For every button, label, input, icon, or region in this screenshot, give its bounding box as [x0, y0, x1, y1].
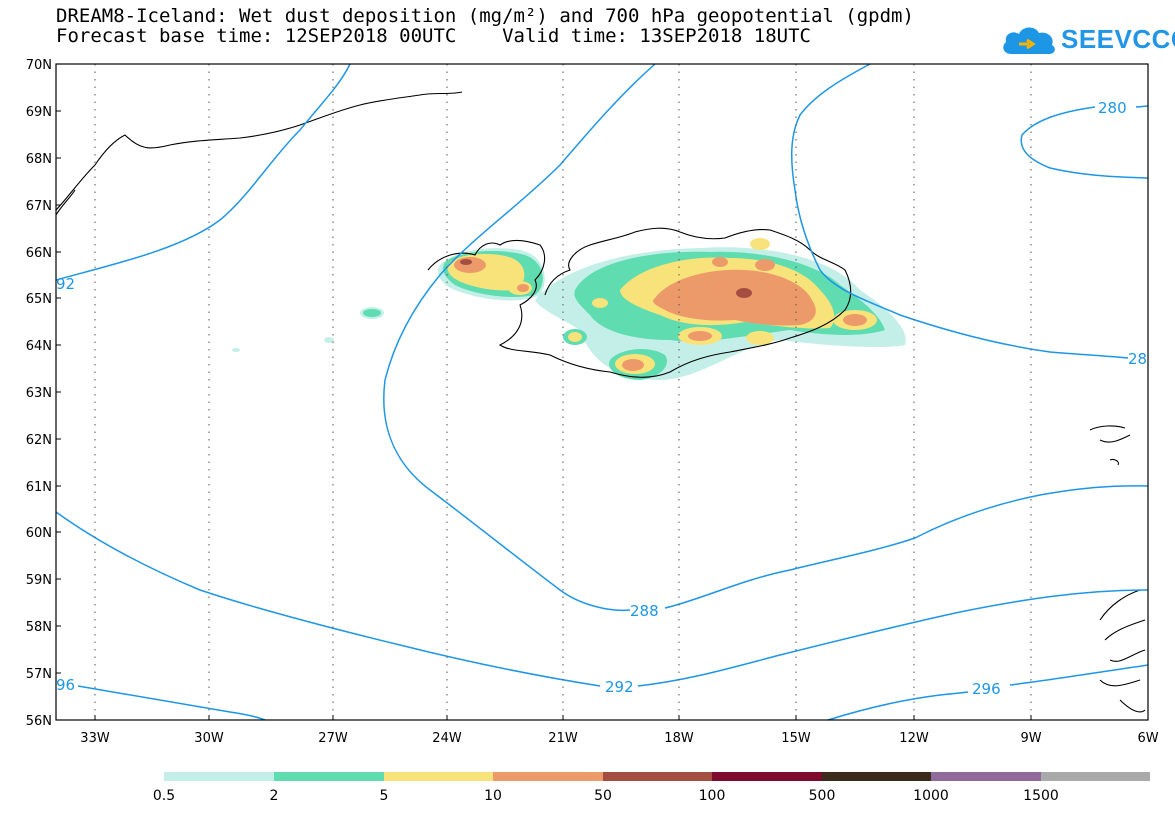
lon-label: 15W [781, 731, 811, 746]
lat-label: 70N [26, 58, 52, 73]
lat-label: 67N [26, 199, 52, 214]
iceland-coast [427, 227, 852, 378]
map-title: DREAM8-Iceland: Wet dust deposition (mg/… [56, 5, 914, 27]
geopotential-contours [55, 63, 1149, 721]
legend-label: 10 [484, 788, 502, 804]
lat-label: 56N [26, 714, 52, 729]
contour-label-28: 28 [1128, 350, 1147, 368]
legend-label: 1500 [1023, 788, 1059, 804]
contour-label-96: 96 [56, 676, 75, 694]
map-frame [55, 63, 1149, 721]
lat-label: 66N [26, 246, 52, 261]
legend-label: 1000 [913, 788, 949, 804]
legend-swatch [164, 772, 274, 781]
legend-label: 0.5 [153, 788, 175, 804]
axis-ticks [56, 63, 1032, 720]
legend-swatch [384, 772, 493, 781]
lat-label: 65N [26, 292, 52, 307]
lon-label: 6W [1137, 731, 1158, 746]
lon-label: 30W [194, 731, 224, 746]
cloud-icon [1003, 27, 1055, 54]
contour-label-280: 280 [1098, 99, 1127, 117]
logo-text: SEEVCCC [1061, 24, 1175, 54]
lon-label: 27W [318, 731, 348, 746]
lon-label: 18W [664, 731, 694, 746]
lon-label: 24W [432, 731, 462, 746]
legend-labels: 0.5 2 5 10 50 100 500 1000 1500 [153, 788, 1059, 804]
coastlines [55, 91, 1146, 713]
legend-swatch [274, 772, 384, 781]
dust-deposition-field [232, 238, 906, 380]
lon-label: 12W [899, 731, 929, 746]
contour-label-292: 292 [605, 678, 634, 696]
lon-label: 33W [80, 731, 110, 746]
legend-colorbar [164, 772, 1150, 781]
lat-label: 59N [26, 573, 52, 588]
contour-label-288: 288 [630, 602, 659, 620]
legend-swatch [603, 772, 712, 781]
contour-label-296: 296 [972, 680, 1001, 698]
lon-label: 9W [1020, 731, 1041, 746]
lat-label: 57N [26, 667, 52, 682]
lat-label: 64N [26, 339, 52, 354]
legend-swatch [493, 772, 603, 781]
seevccc-logo: SEEVCCC [999, 14, 1175, 66]
lat-label: 58N [26, 620, 52, 635]
lat-label: 61N [26, 480, 52, 495]
latitude-labels: 70N 69N 68N 67N 66N 65N 64N 63N 62N 61N … [26, 58, 52, 729]
legend-label: 500 [809, 788, 836, 804]
contour-label-92: 92 [56, 275, 75, 293]
lat-label: 60N [26, 526, 52, 541]
legend-swatch [822, 772, 931, 781]
lat-label: 62N [26, 433, 52, 448]
legend-label: 100 [699, 788, 726, 804]
legend-label: 50 [594, 788, 612, 804]
legend-swatch [712, 772, 822, 781]
map-subtitle: Forecast base time: 12SEP2018 00UTC Vali… [56, 25, 811, 47]
lat-label: 68N [26, 152, 52, 167]
legend-label: 5 [380, 788, 389, 804]
legend-swatch [1041, 772, 1150, 781]
legend-label: 2 [270, 788, 279, 804]
lat-label: 69N [26, 105, 52, 120]
longitude-labels: 33W 30W 27W 24W 21W 18W 15W 12W 9W 6W [80, 731, 1158, 746]
legend-swatch [931, 772, 1041, 781]
gridlines [94, 64, 1032, 720]
lon-label: 21W [548, 731, 578, 746]
lat-label: 63N [26, 386, 52, 401]
contour-labels: 280 288 292 296 92 96 28 [56, 99, 1147, 698]
